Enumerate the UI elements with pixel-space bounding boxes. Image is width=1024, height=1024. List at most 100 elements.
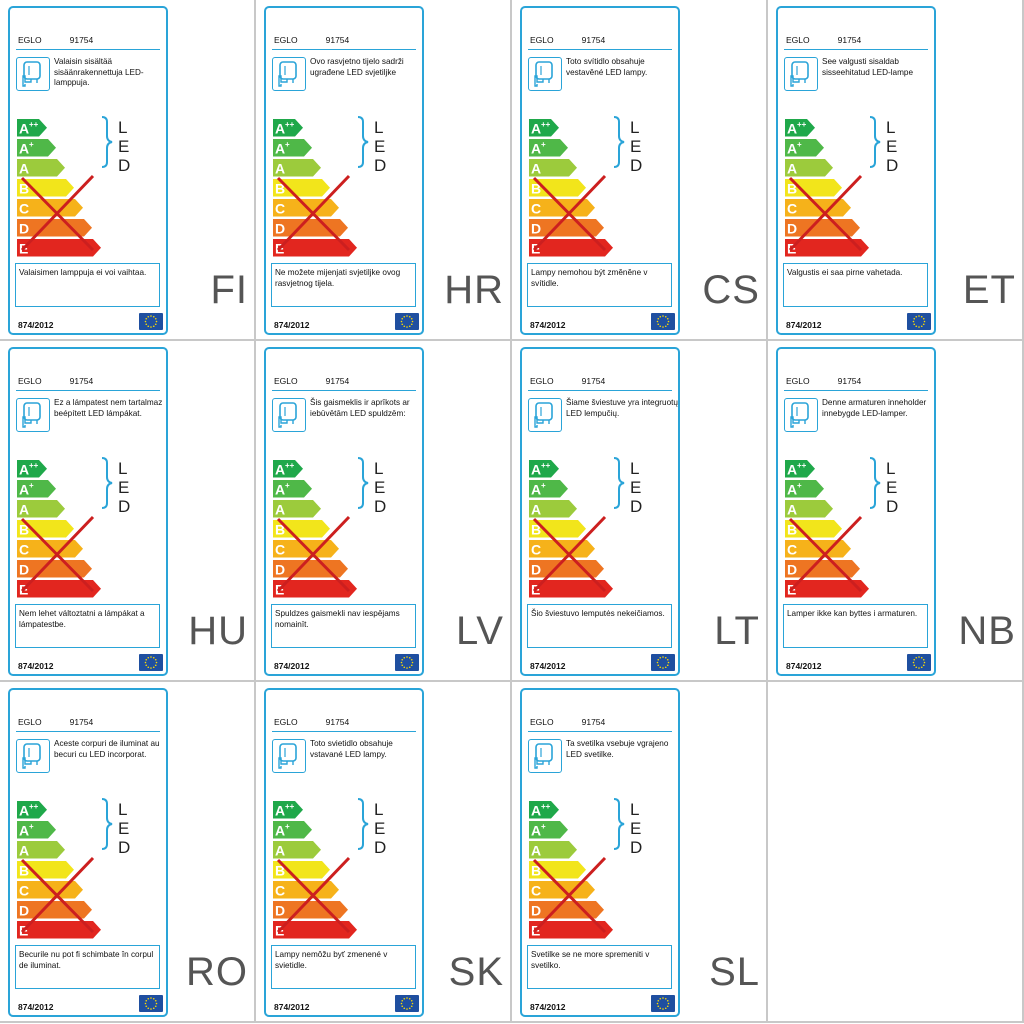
label-cell-lt: EGLO 91754 Šiame šviestuve yra integruotų… — [512, 341, 768, 682]
energy-class-bar: E — [785, 239, 869, 257]
brand-name: EGLO — [786, 35, 810, 45]
energy-class-bar: D — [273, 560, 348, 578]
eu-star — [410, 664, 413, 667]
regulation-number: 874/2012 — [274, 1002, 310, 1012]
label-header: EGLO 91754 — [18, 35, 93, 45]
empty-cell — [768, 682, 1024, 1023]
language-code: SK — [448, 950, 504, 994]
energy-class-suffix: ++ — [29, 461, 39, 470]
regulation-number: 874/2012 — [786, 320, 822, 330]
energy-class-bar: D — [529, 219, 604, 237]
eu-star — [915, 315, 918, 318]
label-cell-sk: EGLO 91754 Toto svietidlo obsahuje vstava… — [256, 682, 512, 1023]
luminaire-icon — [16, 57, 50, 91]
eu-star — [410, 323, 413, 326]
energy-class-letter: B — [531, 181, 541, 197]
led-brace — [357, 798, 369, 850]
energy-class-letter: B — [787, 181, 797, 197]
brand-name: EGLO — [18, 35, 42, 45]
eu-star — [150, 656, 152, 658]
energy-class-letter: C — [787, 201, 797, 217]
energy-class-bar: E — [17, 239, 101, 257]
energy-label-card: EGLO 91754 Denne armaturen inneholder inn… — [776, 347, 936, 676]
energy-class-bar: A + — [17, 821, 56, 839]
energy-class-bar: A ++ — [529, 119, 559, 137]
eu-star — [152, 315, 155, 318]
energy-class-bar: A — [17, 500, 65, 518]
notice-text: Lampy nemohou být změněne v svítidle. — [527, 263, 672, 307]
eu-star — [403, 666, 406, 669]
label-header: EGLO 91754 — [18, 717, 93, 727]
energy-class-bar: A — [529, 500, 577, 518]
energy-label-card: EGLO 91754 Toto svítidlo obsahuje vestavě… — [520, 6, 680, 335]
not-applicable-cross — [276, 174, 351, 252]
energy-class-bar: C — [529, 199, 595, 217]
led-letter: E — [118, 137, 129, 156]
eu-star — [147, 315, 150, 318]
model-number: 91754 — [581, 376, 606, 386]
energy-class-bar: A ++ — [273, 460, 303, 478]
energy-class-letter: A — [19, 502, 29, 518]
not-applicable-cross — [532, 515, 607, 593]
eu-star — [411, 661, 414, 664]
energy-class-bar: A ++ — [529, 460, 559, 478]
energy-class-bar: C — [273, 199, 339, 217]
led-letter: E — [886, 137, 897, 156]
eu-star — [656, 661, 659, 664]
energy-class-letter: D — [19, 562, 29, 578]
luminaire-icon — [528, 57, 562, 91]
energy-class-letter: B — [531, 863, 541, 879]
energy-class-bar: E — [529, 239, 613, 257]
energy-class-suffix: + — [541, 140, 546, 149]
energy-class-bar: E — [273, 239, 357, 257]
eu-star — [408, 1007, 411, 1010]
energy-class-letter: A — [531, 823, 541, 839]
energy-class-letter: E — [531, 582, 540, 598]
energy-class-letter: A — [531, 482, 541, 498]
eu-star — [152, 1007, 155, 1010]
eu-star — [664, 325, 667, 328]
energy-class-bar: A — [785, 159, 833, 177]
eu-star — [666, 317, 669, 320]
eu-star — [410, 999, 413, 1002]
led-letter: L — [118, 118, 127, 137]
eu-star — [152, 325, 155, 328]
info-text: Aceste corpuri de iluminat au becuri cu … — [54, 739, 160, 759]
energy-class-bar: A ++ — [17, 460, 47, 478]
luminaire-icon — [784, 57, 818, 91]
model-number: 91754 — [581, 35, 606, 45]
header-divider — [272, 49, 416, 50]
energy-class-letter: A — [19, 462, 29, 478]
led-letter: L — [630, 800, 639, 819]
energy-label-card: EGLO 91754 Šiame šviestuve yra integruotų… — [520, 347, 680, 676]
eu-star — [662, 667, 664, 669]
regulation-number: 874/2012 — [274, 661, 310, 671]
label-cell-sl: EGLO 91754 Ta svetilka vsebuje vgrajeno L… — [512, 682, 768, 1023]
eu-star — [150, 315, 152, 317]
eu-star — [662, 1008, 664, 1010]
eu-star — [920, 656, 923, 659]
eu-star — [406, 1008, 408, 1010]
eu-star — [154, 658, 157, 661]
info-text: Ta svetilka vsebuje vgrajeno LED svetilk… — [566, 739, 669, 759]
energy-class-bar: D — [17, 219, 92, 237]
led-letter: L — [374, 118, 383, 137]
eu-flag-icon — [651, 313, 675, 330]
not-applicable-cross — [20, 856, 95, 934]
energy-class-bar: A + — [529, 139, 568, 157]
eu-star — [403, 325, 406, 328]
brand-name: EGLO — [18, 376, 42, 386]
energy-class-letter: B — [275, 181, 285, 197]
energy-class-bar: B — [17, 861, 74, 879]
notice-text: Ne možete mijenjati svjetiljke ovog rasv… — [271, 263, 416, 307]
header-divider — [16, 390, 160, 391]
eu-star — [915, 666, 918, 669]
led-brace — [869, 116, 881, 168]
energy-class-bar: A + — [273, 139, 312, 157]
energy-class-bar: E — [17, 580, 101, 598]
brand-name: EGLO — [18, 717, 42, 727]
language-code: HR — [444, 268, 504, 312]
eu-star — [145, 317, 148, 320]
eu-star — [913, 658, 916, 661]
regulation-number: 874/2012 — [274, 320, 310, 330]
